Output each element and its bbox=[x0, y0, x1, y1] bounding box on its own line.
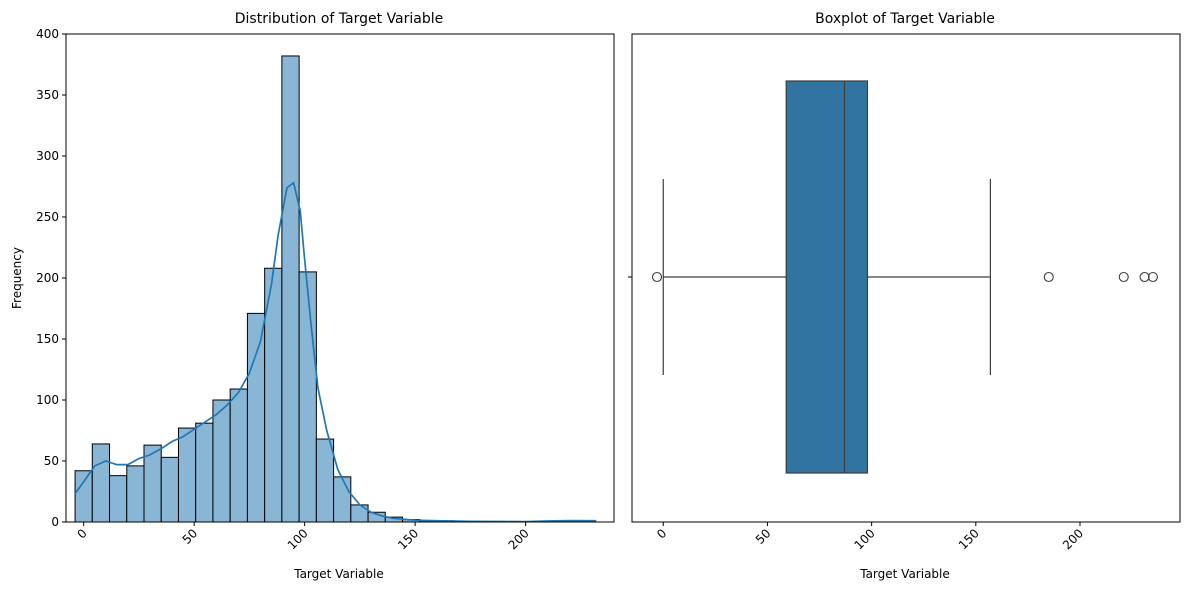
histogram-bar bbox=[177, 427, 197, 523]
outlier-point bbox=[1043, 271, 1054, 283]
histogram-bar bbox=[195, 422, 214, 523]
histogram-x-label: Target Variable bbox=[293, 567, 384, 581]
histogram-bar bbox=[212, 399, 231, 523]
histogram-y-tick-label: 300 bbox=[36, 149, 59, 163]
histogram-bar bbox=[298, 271, 317, 523]
histogram-x-tick-label: 100 bbox=[285, 526, 311, 552]
histogram-y-ticks: 0 50 100 150 200 250 300 350 400 bbox=[36, 27, 66, 529]
histogram-x-tick-label: 150 bbox=[395, 526, 421, 552]
boxplot-title: Boxplot of Target Variable bbox=[815, 11, 995, 27]
histogram-bar bbox=[160, 456, 179, 523]
histogram-bar bbox=[350, 504, 369, 523]
histogram-bar bbox=[246, 312, 266, 523]
outlier-point bbox=[1139, 271, 1150, 283]
histogram-x-tick-label: 200 bbox=[506, 526, 532, 552]
histogram-y-tick-label: 50 bbox=[44, 454, 59, 468]
histogram-y-tick-label: 250 bbox=[36, 210, 59, 224]
histogram-y-tick-label: 100 bbox=[36, 393, 59, 407]
histogram-y-tick-label: 400 bbox=[36, 27, 59, 41]
histogram-y-tick-label: 0 bbox=[51, 515, 59, 529]
histogram-bar bbox=[109, 475, 128, 523]
boxplot-x-tick-label: 200 bbox=[1060, 526, 1086, 552]
histogram-bar bbox=[333, 476, 352, 523]
histogram-bar bbox=[281, 55, 300, 523]
histogram-bar bbox=[91, 443, 111, 523]
boxplot-x-tick-label: 50 bbox=[753, 526, 774, 547]
outlier-point bbox=[651, 271, 663, 283]
boxplot-x-tick-label: 100 bbox=[852, 526, 878, 552]
histogram-y-label: Frequency bbox=[10, 247, 24, 309]
kde-line bbox=[74, 181, 597, 523]
histogram-title: Distribution of Target Variable bbox=[235, 11, 444, 27]
histogram-x-ticks: 0 50 100 150 200 bbox=[74, 522, 532, 552]
histogram-x-tick-label: 0 bbox=[74, 526, 89, 541]
boxplot-x-tick-label: 0 bbox=[654, 526, 669, 541]
boxplot-panel: Boxplot of Target Variable 0 50 100 150 200 … bbox=[628, 11, 1181, 581]
boxplot-x-tick-label: 150 bbox=[956, 526, 982, 552]
histogram-y-tick-label: 350 bbox=[36, 88, 59, 102]
histogram-bar bbox=[315, 438, 335, 523]
histogram-y-tick-label: 150 bbox=[36, 332, 59, 346]
iqr-box bbox=[785, 80, 869, 474]
histogram-bar bbox=[74, 470, 93, 523]
outlier-point bbox=[1118, 271, 1129, 283]
histogram-bar bbox=[229, 388, 248, 523]
histogram-bar bbox=[126, 465, 145, 523]
boxplot-elements bbox=[651, 80, 1158, 474]
boxplot-frame bbox=[631, 33, 1181, 523]
histogram-x-tick-label: 50 bbox=[180, 526, 201, 547]
histogram-panel: Distribution of Target Variable 0 50 100 15… bbox=[10, 11, 615, 581]
boxplot-x-label: Target Variable bbox=[859, 567, 950, 581]
histogram-y-tick-label: 200 bbox=[36, 271, 59, 285]
outlier-point bbox=[1147, 271, 1158, 283]
boxplot-x-ticks: 0 50 100 150 200 bbox=[654, 522, 1086, 552]
